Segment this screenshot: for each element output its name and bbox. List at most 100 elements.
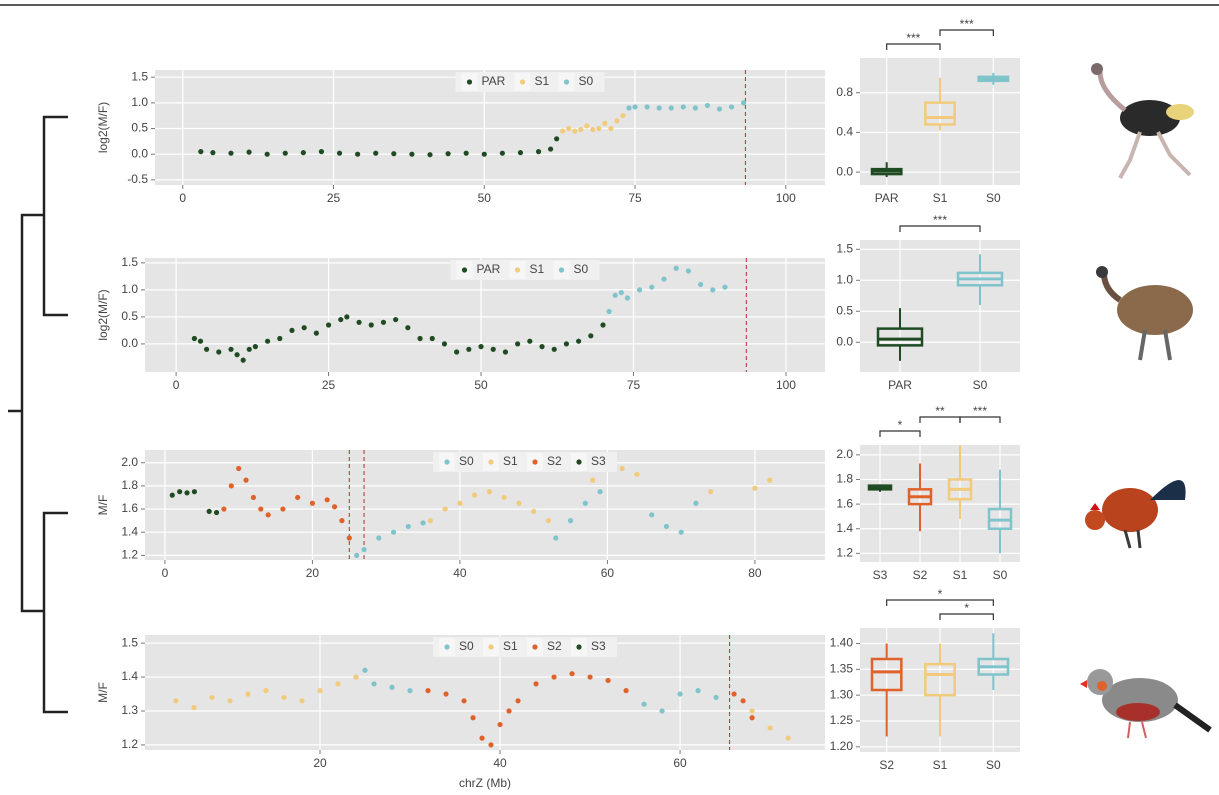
legend-label: S1 xyxy=(535,74,550,88)
point xyxy=(731,691,737,697)
x-tick-label: 50 xyxy=(478,191,492,205)
x-tick-label: PAR xyxy=(888,378,912,392)
y-tick-label: 0.0 xyxy=(131,146,148,160)
point xyxy=(506,708,512,714)
point xyxy=(602,120,608,126)
legend-swatch xyxy=(488,644,494,650)
dendrogram xyxy=(8,115,68,714)
x-tick-label: S3 xyxy=(873,568,888,582)
point xyxy=(405,325,411,331)
point xyxy=(344,314,350,320)
y-tick-label: 1.2 xyxy=(836,546,853,560)
point xyxy=(371,681,377,687)
point xyxy=(740,698,746,704)
point xyxy=(346,535,352,541)
y-tick-label: 1.0 xyxy=(131,95,148,109)
y-tick-label: 1.20 xyxy=(830,739,854,753)
y-tick-label: 1.30 xyxy=(830,687,854,701)
point xyxy=(353,674,359,680)
x-tick-label: 0 xyxy=(162,566,169,580)
x-tick-label: S0 xyxy=(986,191,1001,205)
point xyxy=(634,471,640,477)
point xyxy=(713,694,719,701)
point xyxy=(203,346,210,352)
point xyxy=(325,322,332,328)
point xyxy=(457,500,463,506)
y-tick-label: 1.4 xyxy=(121,524,138,538)
point xyxy=(680,104,686,110)
point xyxy=(692,105,698,111)
y-tick-label: 1.5 xyxy=(121,255,138,269)
point xyxy=(597,489,603,495)
point xyxy=(515,698,521,704)
point xyxy=(417,335,423,342)
y-tick-label: 1.2 xyxy=(121,548,138,562)
point xyxy=(501,494,507,501)
y-tick-label: 1.8 xyxy=(836,472,853,486)
point xyxy=(299,698,305,704)
legend-swatch xyxy=(576,644,582,650)
point xyxy=(785,735,791,741)
point xyxy=(618,289,624,296)
y-tick-label: 1.2 xyxy=(121,737,138,751)
point xyxy=(572,128,578,134)
significance-bracket xyxy=(899,225,981,232)
point xyxy=(693,500,699,506)
point xyxy=(606,308,612,315)
point xyxy=(472,492,478,498)
point xyxy=(427,152,433,158)
significance-bracket xyxy=(886,43,941,50)
point xyxy=(582,500,588,506)
point xyxy=(576,338,582,344)
y-tick-label: 2.0 xyxy=(121,455,138,469)
x-tick-label: S1 xyxy=(953,568,968,582)
point xyxy=(282,150,288,156)
point xyxy=(191,489,198,495)
y-tick-label: 2.0 xyxy=(836,447,853,461)
box xyxy=(876,327,924,347)
x-tick-label: 40 xyxy=(493,756,507,770)
x-tick-label: S0 xyxy=(973,378,988,392)
point xyxy=(554,136,560,142)
point xyxy=(478,344,484,350)
point xyxy=(264,338,271,344)
significance-label: *** xyxy=(960,17,974,31)
x-tick-label: 0 xyxy=(179,191,186,205)
point xyxy=(209,694,215,701)
point xyxy=(497,721,503,728)
point xyxy=(539,344,545,350)
y-axis-label: log2(M/F) xyxy=(96,289,110,340)
legend: S0 S1 S2 S3 xyxy=(433,637,617,657)
point xyxy=(649,512,655,518)
legend-label: PAR xyxy=(482,74,506,88)
x-tick-label: S0 xyxy=(993,568,1008,582)
point xyxy=(318,149,325,155)
point xyxy=(588,333,594,339)
legend-swatch xyxy=(444,644,450,650)
point xyxy=(380,319,387,325)
point xyxy=(391,151,397,157)
point xyxy=(191,335,197,342)
point xyxy=(677,691,683,697)
x-tick-label: 25 xyxy=(327,191,341,205)
point xyxy=(569,671,575,677)
point xyxy=(722,284,728,290)
point xyxy=(668,105,674,111)
y-axis-label: M/F xyxy=(96,495,110,516)
point xyxy=(614,118,620,124)
point xyxy=(481,151,487,157)
y-tick-label: 1.5 xyxy=(121,635,138,649)
point xyxy=(548,146,554,152)
point xyxy=(663,523,670,530)
legend-swatch xyxy=(488,459,494,465)
point xyxy=(619,465,625,472)
x-tick-label: 60 xyxy=(601,566,615,580)
box xyxy=(924,101,956,126)
point xyxy=(338,316,344,323)
point xyxy=(213,509,220,516)
significance-bracket xyxy=(959,416,1001,423)
legend-label: S2 xyxy=(547,454,562,468)
bird-emu xyxy=(1096,266,1193,361)
point xyxy=(517,150,524,156)
